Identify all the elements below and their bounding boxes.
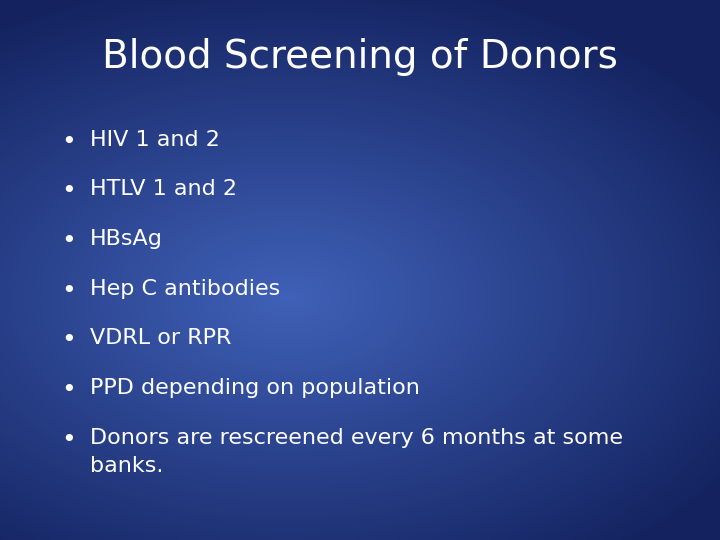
Text: VDRL or RPR: VDRL or RPR xyxy=(90,328,231,348)
Text: Donors are rescreened every 6 months at some: Donors are rescreened every 6 months at … xyxy=(90,428,623,448)
Text: •: • xyxy=(61,428,76,451)
Text: •: • xyxy=(61,328,76,352)
Text: •: • xyxy=(61,130,76,153)
Text: •: • xyxy=(61,179,76,203)
Text: PPD depending on population: PPD depending on population xyxy=(90,378,420,398)
Text: HIV 1 and 2: HIV 1 and 2 xyxy=(90,130,220,150)
Text: •: • xyxy=(61,279,76,302)
Text: •: • xyxy=(61,378,76,402)
Text: banks.: banks. xyxy=(90,456,163,476)
Text: Blood Screening of Donors: Blood Screening of Donors xyxy=(102,38,618,76)
Text: HBsAg: HBsAg xyxy=(90,229,163,249)
Text: •: • xyxy=(61,229,76,253)
Text: Hep C antibodies: Hep C antibodies xyxy=(90,279,280,299)
Text: HTLV 1 and 2: HTLV 1 and 2 xyxy=(90,179,237,199)
